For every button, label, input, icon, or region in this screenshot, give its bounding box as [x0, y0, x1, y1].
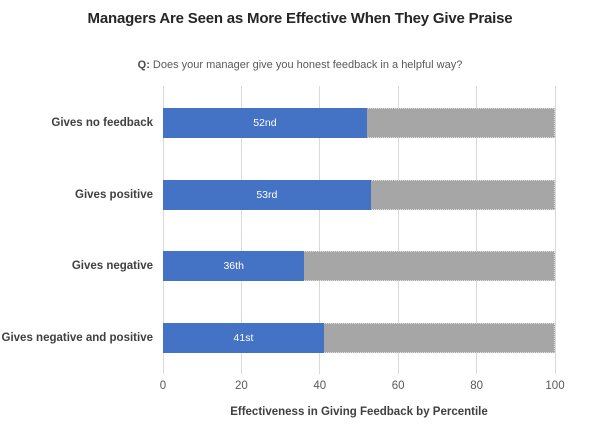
chart-title: Managers Are Seen as More Effective When…: [87, 10, 513, 27]
gridline: [476, 86, 478, 374]
category-label: Gives positive: [75, 189, 153, 201]
gridline: [554, 86, 556, 374]
bar-value-label: 41st: [233, 332, 254, 344]
x-axis-title: Effectiveness in Giving Feedback by Perc…: [230, 406, 488, 418]
gridline: [319, 86, 321, 374]
x-tick-label: 60: [391, 380, 405, 392]
subtitle-prefix: Q:: [137, 59, 150, 71]
category-axis-labels: Gives no feedback Gives positive Gives neg…: [0, 86, 153, 374]
plot-area: 52nd 53rd 36th 41st: [162, 86, 556, 374]
bar-track: 41st: [163, 323, 555, 353]
subtitle-text: Does your manager give you honest feedba…: [149, 59, 463, 71]
gridline: [397, 86, 399, 374]
bar-track: 36th: [163, 251, 555, 281]
x-axis-tick-labels: 0 20 40 60 80 100: [0, 380, 600, 396]
category-label: Gives no feedback: [51, 117, 153, 129]
x-tick-label: 0: [159, 380, 167, 392]
category-label: Gives negative and positive: [1, 332, 153, 344]
bar-track: 53rd: [163, 180, 555, 210]
bar-fill: 41st: [163, 323, 324, 353]
x-tick-label: 40: [313, 380, 327, 392]
chart-subtitle: Q: Does your manager give you honest fee…: [0, 59, 600, 71]
gridline: [240, 86, 242, 374]
bar-value-label: 52nd: [253, 117, 277, 129]
category-label: Gives negative: [71, 260, 153, 272]
bar-fill: 36th: [163, 251, 305, 281]
x-tick-label: 100: [545, 380, 565, 392]
bar-track: 52nd: [163, 108, 555, 138]
x-tick-label: 80: [470, 380, 483, 392]
gridline: [162, 86, 164, 374]
x-tick-label: 20: [234, 380, 248, 392]
bar-fill: 53rd: [163, 180, 371, 210]
bar-value-label: 53rd: [256, 189, 278, 201]
bar-fill: 52nd: [163, 108, 367, 138]
bar-value-label: 36th: [223, 260, 244, 272]
